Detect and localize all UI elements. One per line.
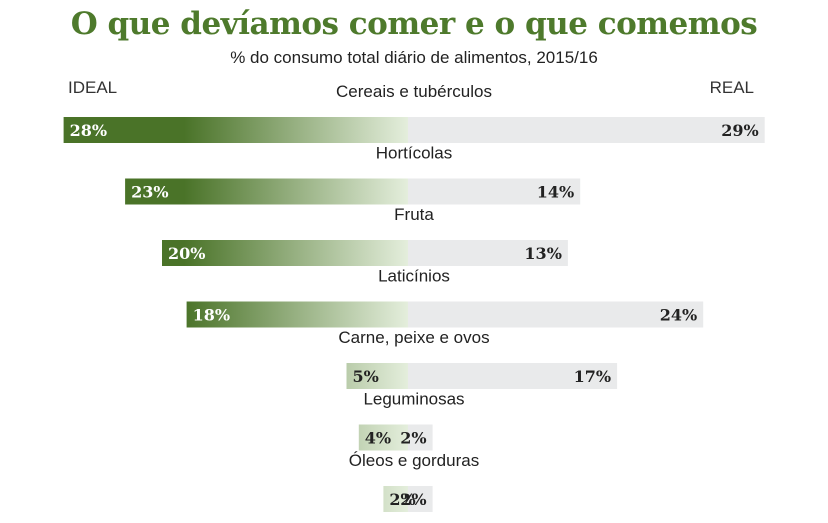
ideal-value-label: 23% [131, 183, 168, 202]
real-bar [408, 178, 581, 205]
ideal-value-label: 20% [168, 244, 205, 263]
ideal-value-label: 28% [70, 121, 107, 140]
ideal-value-label: 4% [365, 429, 391, 448]
real-value-label: 24% [660, 306, 697, 325]
chart-title: O que devíamos comer e o que comemos [70, 6, 758, 42]
category-label: Laticínios [378, 267, 450, 286]
ideal-bar [346, 363, 408, 389]
real-value-label: 2% [400, 490, 426, 509]
real-value-label: 13% [524, 244, 561, 263]
ideal-bar [63, 117, 408, 143]
category-label: Fruta [394, 205, 434, 224]
ideal-value-label: 5% [353, 367, 379, 386]
real-bar [408, 240, 568, 266]
category-label: Leguminosas [363, 390, 464, 409]
real-bar [408, 424, 433, 451]
category-label: Carne, peixe e ovos [338, 328, 489, 347]
ideal-value-label: 18% [193, 306, 230, 325]
real-value-label: 2% [400, 429, 426, 448]
category-label: Hortícolas [376, 144, 453, 163]
real-value-label: 17% [574, 367, 611, 386]
real-bar [408, 363, 618, 389]
ideal-label: IDEAL [68, 78, 118, 97]
real-bar [408, 486, 433, 512]
ideal-bar [383, 486, 408, 512]
ideal-value-label: 2% [389, 490, 415, 509]
real-bar [408, 117, 765, 143]
real-value-label: 14% [537, 183, 574, 202]
ideal-bar [358, 424, 408, 451]
category-label: Cereais e tubérculos [336, 82, 492, 101]
ideal-bar [162, 240, 408, 266]
category-label: Óleos e gorduras [349, 451, 479, 470]
chart-subtitle: % do consumo total diário de alimentos, … [230, 48, 598, 67]
bars-layer: Cereais e tubérculos 28% 29% Hortícolas 23% 1… [63, 82, 765, 512]
real-label: REAL [709, 78, 754, 97]
ideal-bar [186, 301, 408, 328]
ideal-bar [125, 178, 408, 205]
real-bar [408, 301, 704, 328]
real-value-label: 29% [721, 121, 758, 140]
